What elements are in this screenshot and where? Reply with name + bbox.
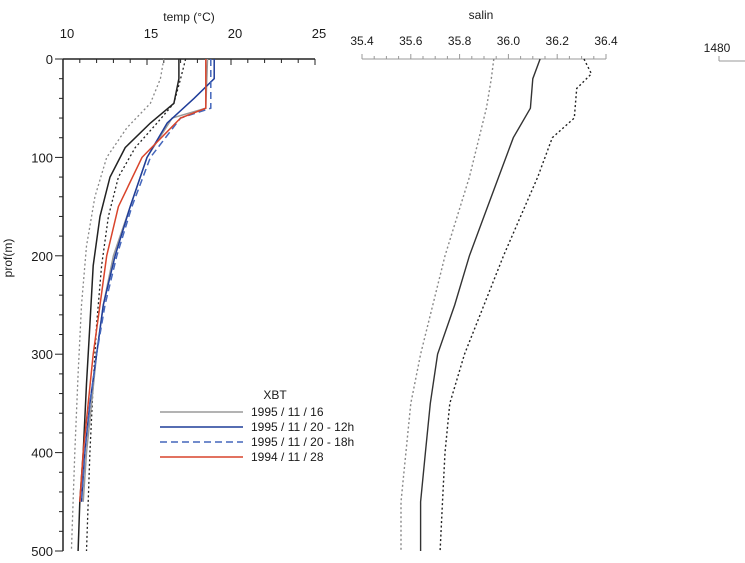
depth-y-tick-label: 100 — [31, 150, 53, 165]
salin-axis-title: salin — [469, 8, 494, 22]
depth-y-tick-label: 300 — [31, 347, 53, 362]
depth-axis-title: prof(m) — [1, 239, 15, 278]
salin-x-tick-label: 35.4 — [350, 34, 374, 48]
temp-x-tick-label: 10 — [60, 26, 74, 41]
temp-envelope-line — [85, 58, 187, 552]
sound-x-tick-label: 1480 — [704, 41, 731, 55]
salin-x-tick-label: 36.0 — [497, 34, 521, 48]
depth-y-ticks: 0 100 200 300 400 500 — [31, 52, 63, 559]
depth-y-tick-label: 500 — [31, 544, 53, 559]
legend-label: 1995 / 11 / 20 - 12h — [251, 420, 354, 434]
depth-y-tick-label: 0 — [46, 52, 53, 67]
salin-series-group — [400, 58, 593, 552]
temp-series-line-2 — [77, 59, 180, 552]
temp-axis-title: temp (°C) — [163, 10, 214, 24]
temp-x-tick-label: 15 — [144, 26, 158, 41]
salin-series-line-2 — [439, 58, 593, 552]
salin-series-line-1 — [419, 58, 541, 551]
temp-x-tick-label: 20 — [228, 26, 242, 41]
salin-x-tick-label: 36.2 — [546, 34, 570, 48]
temp-series-line-3 — [82, 58, 209, 502]
temp-x-tick-label: 25 — [312, 26, 326, 41]
temp-series-line-6 — [79, 59, 207, 502]
legend-label: 1995 / 11 / 20 - 18h — [251, 435, 354, 449]
depth-y-tick-label: 200 — [31, 249, 53, 264]
legend-title: XBT — [263, 388, 287, 402]
salin-x-ticks: 35.4 35.6 35.8 36.0 36.2 36.4 — [350, 34, 618, 59]
temp-series-group — [70, 58, 215, 552]
salin-x-tick-label: 36.4 — [594, 34, 618, 48]
depth-y-tick-label: 400 — [31, 446, 53, 461]
salin-x-tick-label: 35.8 — [448, 34, 472, 48]
salin-series-line-0 — [400, 58, 495, 551]
temp-x-ticks: 10 15 20 25 — [60, 26, 326, 65]
legend-label: 1995 / 11 / 16 — [251, 405, 324, 419]
sound-x-ticks: 1480 — [704, 41, 731, 61]
salinity-panel: salin 35.4 35.6 35.8 36.0 36.2 36.4 — [350, 8, 618, 552]
legend-label: 1994 / 11 / 28 — [251, 450, 324, 464]
salin-x-tick-label: 35.6 — [399, 34, 423, 48]
temperature-panel: temp (°C) 10 15 20 25 0 100 200 300 400 500 prof… — [1, 10, 354, 559]
temp-series-line-4 — [80, 59, 215, 502]
temp-envelope-line — [70, 58, 165, 552]
sound-speed-panel: 1480 — [704, 41, 745, 62]
